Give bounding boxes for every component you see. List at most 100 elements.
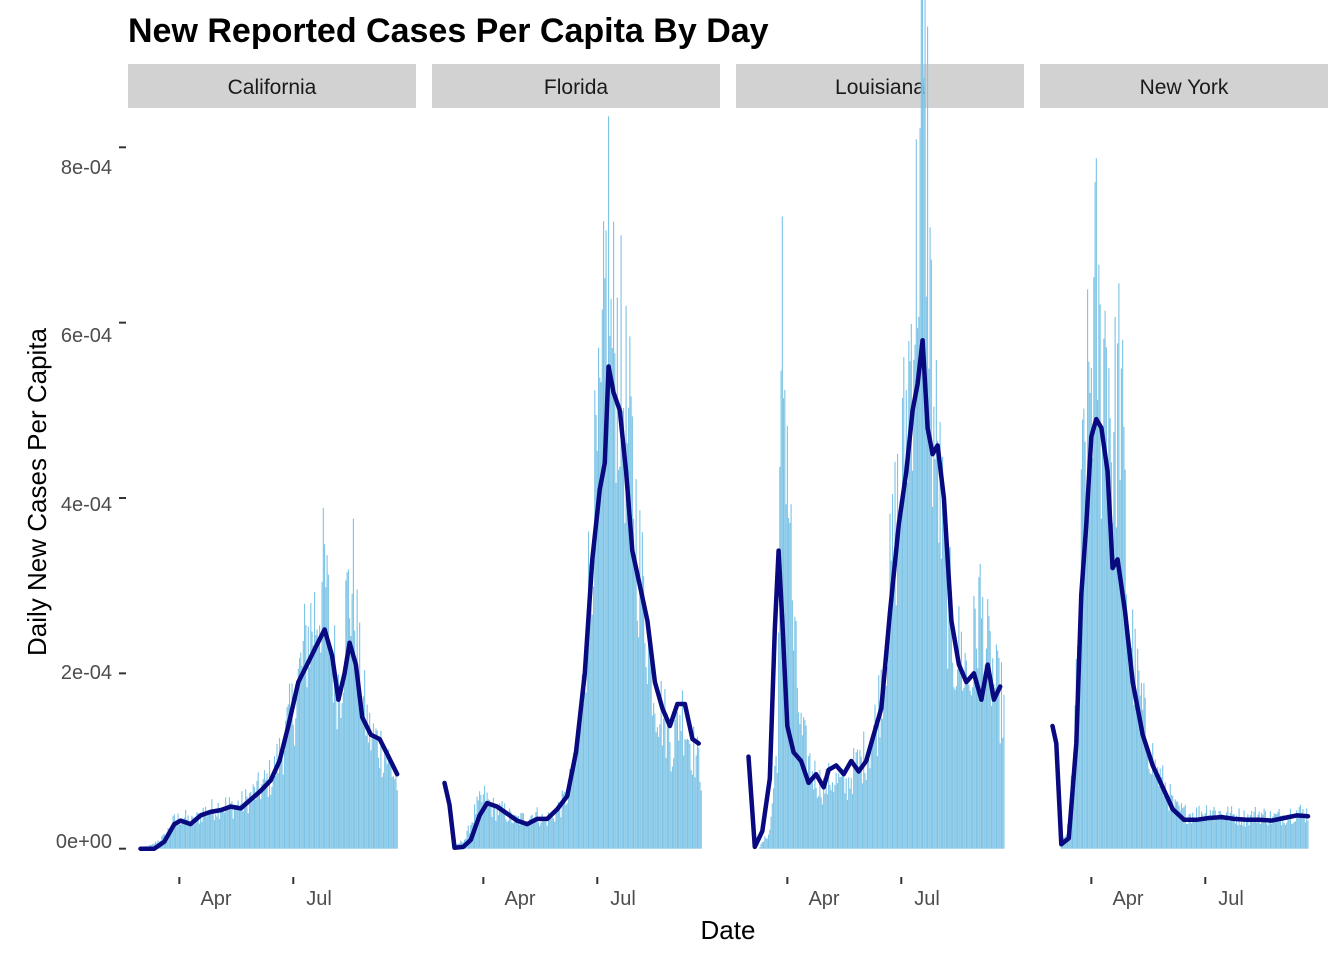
bar [890,560,892,849]
bar [798,712,800,849]
bar [577,730,580,849]
bar [681,690,683,849]
bar [770,816,772,849]
bar [213,820,215,849]
bar [180,824,182,849]
bar [983,696,985,849]
facet-strip [736,64,1024,108]
bar [781,216,783,849]
bar [683,755,685,849]
bar [290,709,292,849]
bar [238,809,241,849]
bar [1195,807,1198,849]
bar [372,723,374,849]
bar [648,628,650,849]
bar [330,645,332,849]
bar [1217,817,1219,849]
bar [964,652,966,849]
trend-line [442,364,701,851]
bar [291,683,293,849]
bar [246,796,248,849]
bar [788,518,790,849]
bar [173,814,175,849]
bar [972,687,974,849]
bar [664,689,666,849]
bar [985,648,987,849]
facet-panel-california: California Apr Jul [128,64,416,910]
bar [1179,810,1181,849]
bar [919,128,921,849]
bar [957,669,959,849]
bar [854,767,856,849]
bar [222,807,224,849]
bar [1298,807,1300,849]
bar-series [759,0,1005,849]
bar [855,752,857,849]
bar [620,235,622,849]
bar [490,803,492,849]
bar [587,531,590,849]
bar [606,387,608,849]
bar [177,813,179,849]
bar [923,78,925,849]
bar [319,625,321,849]
bar [382,772,385,849]
bar [796,687,798,849]
bar [655,732,657,849]
bar [1282,814,1284,849]
bar [183,817,185,849]
bar [529,818,531,849]
bar [1269,811,1271,849]
bar [866,755,869,849]
bar [365,735,367,849]
bar [356,589,358,849]
bar [970,695,972,849]
bar [922,0,924,849]
bar [170,829,172,849]
bar [1193,819,1195,849]
y-axis: 0e+00 2e-04 4e-04 6e-04 8e-04 [56,146,126,853]
bar [661,745,663,849]
bar [188,825,190,849]
bar [307,626,309,849]
bar-series [1060,158,1309,849]
bar [334,625,336,849]
bar [1113,432,1115,849]
bar [993,684,995,849]
bar [969,690,971,849]
bar [680,731,682,849]
bar [1184,804,1186,849]
bar [376,730,378,849]
x-tick-label: Apr [808,888,839,910]
bar [980,618,982,849]
bar [1140,682,1142,849]
bar [581,674,583,849]
bar [306,687,308,849]
bar [467,825,469,849]
bar [206,816,208,849]
bar [1267,825,1269,849]
bar [235,807,237,849]
bar [1246,821,1248,849]
bar [884,662,886,849]
bar [534,817,536,849]
bar [896,453,899,849]
bar [641,532,643,849]
bar [1109,418,1111,849]
bar-series [455,116,702,849]
bar [549,818,551,849]
bar [545,818,547,849]
bar [790,504,792,849]
bar [1130,647,1132,849]
bar [152,843,154,849]
bar [590,571,592,849]
bar [1127,626,1129,849]
bar [321,581,323,849]
bar [998,657,1000,849]
bar [176,820,178,849]
bar [1307,820,1309,849]
bar [550,813,552,849]
bar [271,786,273,849]
bar [905,390,907,849]
